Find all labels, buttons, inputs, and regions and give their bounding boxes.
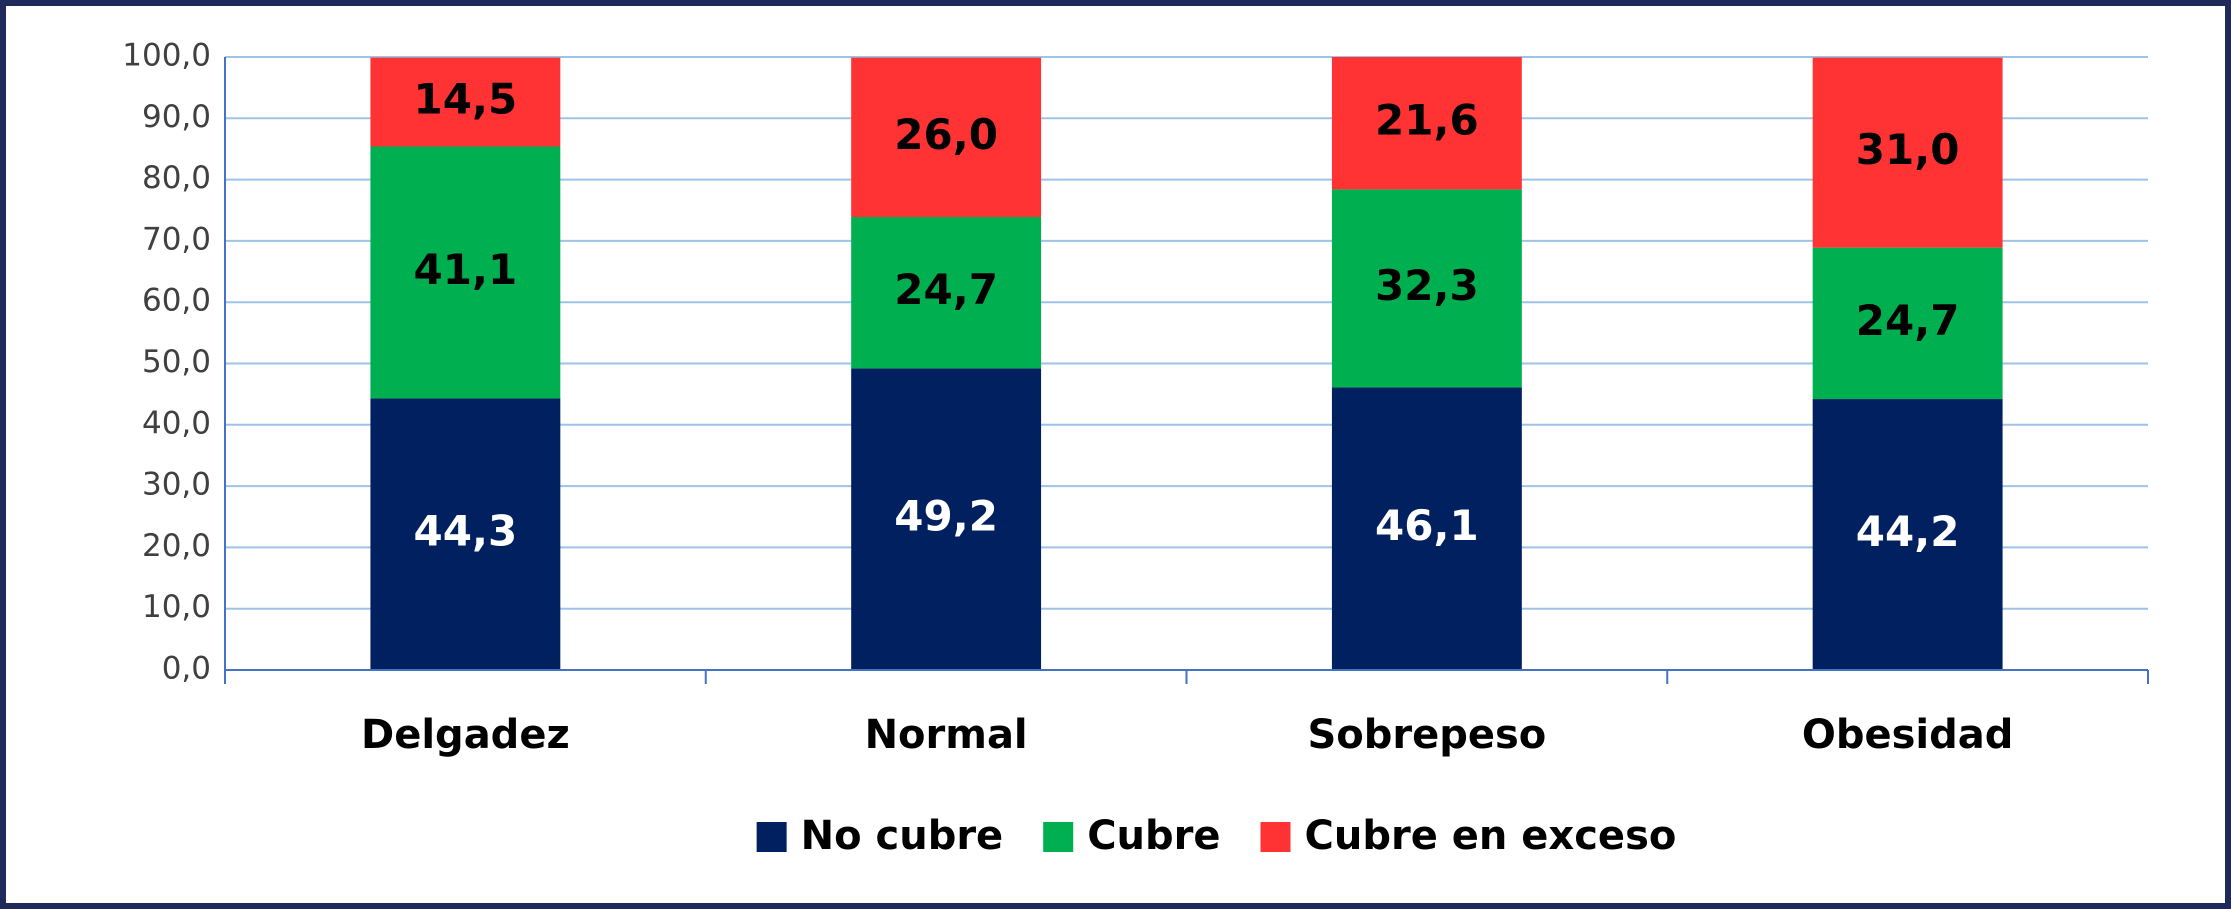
y-tick-label: 50,0 (142, 344, 211, 380)
data-label: 41,1 (414, 245, 518, 294)
legend-swatch (1260, 822, 1291, 852)
bar-segment (851, 216, 1042, 369)
bar-segment (370, 398, 561, 670)
y-tick-label: 40,0 (142, 405, 211, 441)
data-label: 44,2 (1856, 507, 1960, 556)
y-tick-label: 60,0 (142, 283, 211, 319)
y-tick-label: 20,0 (142, 528, 211, 564)
data-label: 24,7 (1856, 296, 1960, 345)
bar-segment (370, 57, 561, 147)
legend-label: No cubre (801, 813, 1004, 859)
y-tick-label: 10,0 (142, 589, 211, 625)
bar-segment (851, 368, 1042, 670)
bar-segment (1812, 399, 2003, 670)
data-label: 44,3 (414, 507, 518, 556)
data-label: 26,0 (894, 110, 998, 159)
x-tick-label: Obesidad (1802, 712, 2014, 758)
bar-segment (1812, 57, 2003, 248)
data-label: 32,3 (1375, 261, 1479, 310)
y-tick-label: 90,0 (142, 99, 211, 135)
x-tick-label: Normal (865, 712, 1028, 758)
data-label: 31,0 (1856, 125, 1960, 174)
data-label: 14,5 (414, 75, 518, 124)
bar-segment (1331, 57, 1522, 190)
legend-label: Cubre (1087, 813, 1220, 859)
y-tick-label: 30,0 (142, 467, 211, 503)
legend-swatch (1043, 822, 1074, 852)
data-label: 49,2 (894, 492, 998, 541)
bar-segment (370, 146, 561, 399)
data-label: 46,1 (1375, 501, 1479, 550)
y-tick-label: 100,0 (122, 38, 211, 74)
bar-segment (1331, 189, 1522, 388)
data-label: 24,7 (894, 265, 998, 314)
y-tick-label: 0,0 (162, 651, 211, 687)
bar-segment (851, 57, 1042, 217)
bar-segment (1331, 387, 1522, 670)
y-tick-label: 70,0 (142, 221, 211, 257)
x-tick-label: Sobrepeso (1307, 712, 1546, 758)
legend-swatch (756, 822, 787, 852)
x-tick-label: Delgadez (361, 712, 570, 758)
data-label: 21,6 (1375, 96, 1479, 145)
legend-label: Cubre en exceso (1305, 813, 1677, 859)
y-tick-label: 80,0 (142, 160, 211, 196)
bar-segment (1812, 247, 2003, 400)
